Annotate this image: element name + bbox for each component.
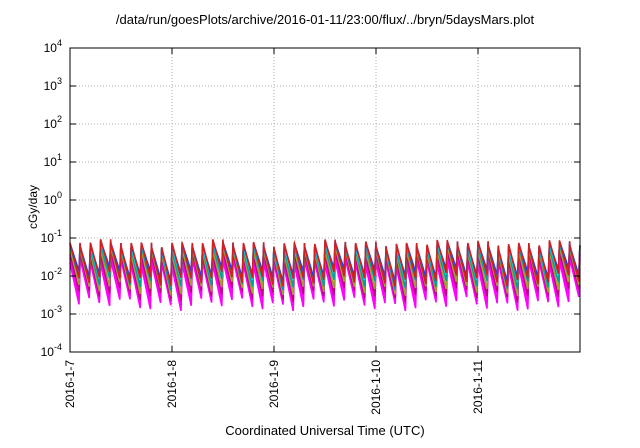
y-tick-label: 10-1 [41,228,62,245]
x-tick-label: 2016-1-9 [267,360,281,408]
y-tick-label: 10-3 [41,304,62,321]
x-axis-label: Coordinated Universal Time (UTC) [225,423,425,438]
y-tick-label: 10-2 [41,266,62,283]
chart-title: /data/run/goesPlots/archive/2016-01-11/2… [115,12,535,27]
y-axis-label: cGy/day [26,185,40,230]
y-tick-label: 100 [44,190,62,207]
series-line-7 [69,239,581,287]
y-tick-label: 10-4 [41,342,62,359]
y-tick-label: 102 [44,114,62,131]
x-tick-label: 2016-1-10 [369,360,383,415]
x-tick-label: 2016-1-11 [471,360,485,414]
y-tick-label: 103 [44,76,62,93]
x-tick-label: 2016-1-7 [63,360,77,408]
y-tick-label: 101 [44,152,62,169]
y-tick-label: 104 [44,38,62,55]
x-tick-label: 2016-1-8 [165,360,179,408]
